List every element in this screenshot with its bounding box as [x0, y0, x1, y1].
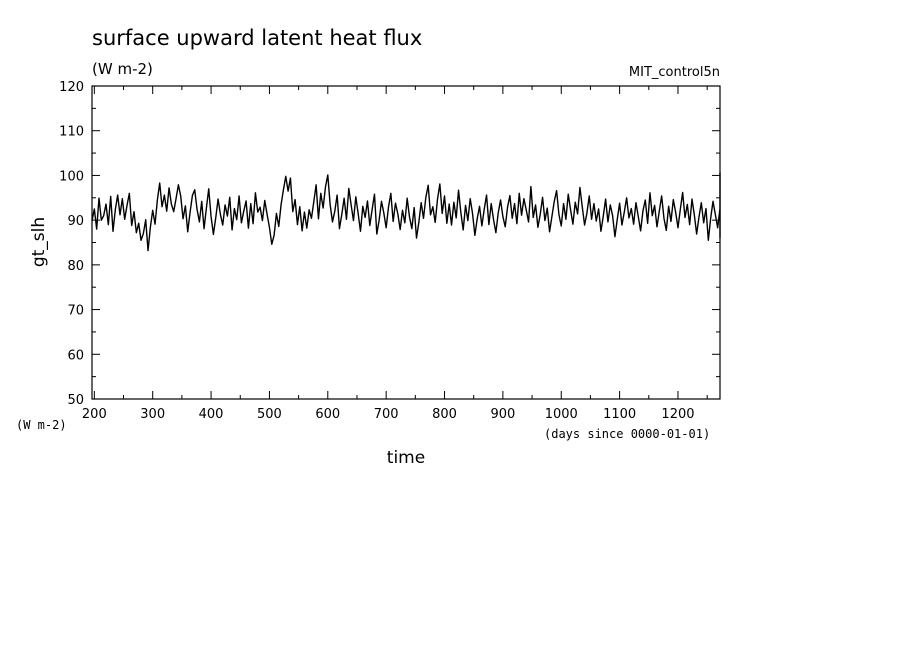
y-tick-label: 80 — [67, 259, 84, 274]
x-tick-label: 500 — [257, 407, 282, 422]
y-axis-label: gt_slh — [29, 217, 49, 267]
x-axis: 200 300 400 500 600 700 800 900 1000 1100 1200 — [82, 86, 708, 422]
x-tick-label: 1100 — [603, 407, 636, 422]
x-tick-label: 900 — [490, 407, 515, 422]
x-axis-label: time — [387, 448, 425, 468]
x-axis-units: (days since 0000-01-01) — [544, 427, 710, 441]
y-axis: 50 60 70 80 90 100 110 120 — [59, 80, 720, 408]
y-axis-units: (W m-2) — [16, 418, 67, 432]
x-tick-label: 1000 — [545, 407, 578, 422]
chart-title: surface upward latent heat flux — [92, 26, 422, 50]
x-tick-label: 300 — [140, 407, 165, 422]
x-tick-label: 600 — [315, 407, 340, 422]
y-tick-label: 50 — [67, 393, 84, 408]
x-tick-label: 200 — [82, 407, 107, 422]
y-tick-label: 120 — [59, 80, 84, 95]
chart-units: (W m-2) — [92, 60, 153, 78]
plot-frame — [91, 85, 721, 400]
x-tick-label: 800 — [432, 407, 457, 422]
y-tick-label: 60 — [67, 348, 84, 363]
x-tick-label: 400 — [199, 407, 224, 422]
y-tick-label: 70 — [67, 304, 84, 319]
y-tick-label: 100 — [59, 169, 84, 184]
x-tick-label: 700 — [374, 407, 399, 422]
y-tick-label: 110 — [59, 125, 84, 140]
series-line — [91, 172, 721, 252]
experiment-label: MIT_control5n — [629, 65, 720, 80]
y-tick-label: 90 — [67, 214, 84, 229]
x-tick-label: 1200 — [661, 407, 694, 422]
